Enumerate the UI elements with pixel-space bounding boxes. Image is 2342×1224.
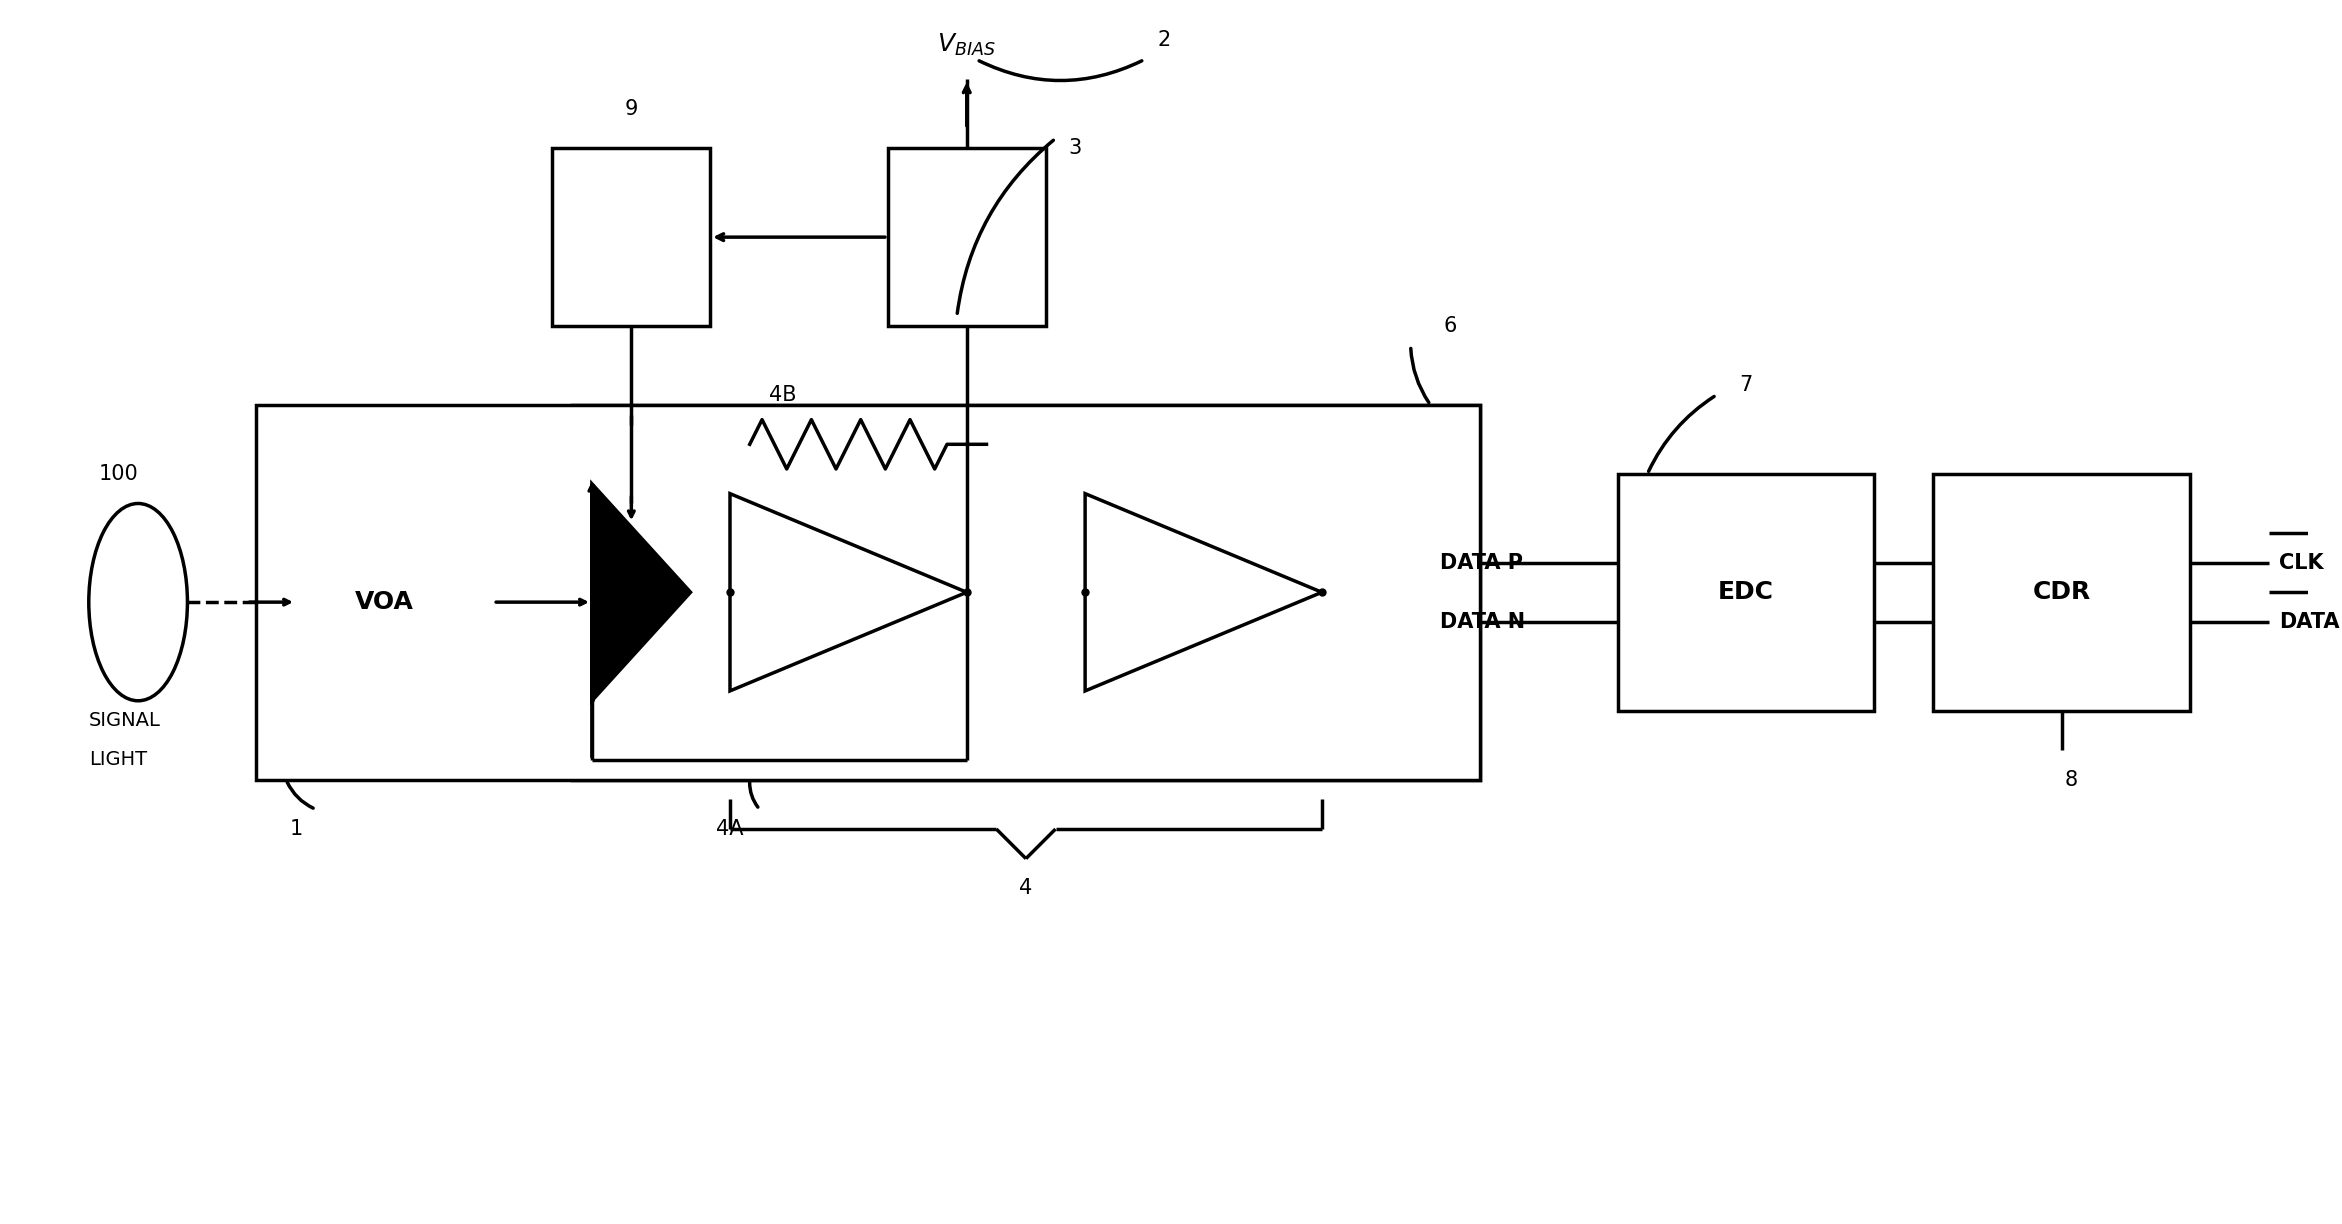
Text: 4B: 4B	[771, 386, 796, 405]
Bar	[888, 148, 1045, 326]
Text: 100: 100	[98, 464, 138, 483]
Text: 3: 3	[1068, 138, 1082, 158]
Polygon shape	[731, 493, 967, 690]
Bar	[1618, 474, 1874, 711]
Text: 4A: 4A	[717, 819, 745, 838]
Text: LIGHT: LIGHT	[89, 750, 148, 770]
Polygon shape	[1084, 493, 1321, 690]
Text: 8: 8	[2066, 770, 2077, 789]
Bar	[710, 474, 986, 711]
Text: CLK: CLK	[2279, 553, 2323, 573]
Text: 2: 2	[1157, 29, 1171, 50]
Bar	[258, 405, 1480, 780]
Text: 4: 4	[1019, 878, 1033, 898]
Text: CDR: CDR	[2033, 580, 2091, 605]
Text: DATA P: DATA P	[1440, 553, 1522, 573]
Ellipse shape	[89, 503, 187, 701]
Text: 9: 9	[625, 99, 637, 119]
Text: EDC: EDC	[1719, 580, 1773, 605]
Text: 6: 6	[1443, 316, 1457, 335]
Text: $V_{BIAS}$: $V_{BIAS}$	[937, 32, 995, 58]
Bar	[553, 148, 710, 326]
Bar	[571, 405, 1480, 780]
Polygon shape	[593, 483, 691, 701]
Text: DATA: DATA	[2279, 612, 2340, 632]
Text: 7: 7	[1740, 375, 1752, 395]
Text: VOA: VOA	[356, 590, 415, 614]
Bar	[1934, 474, 2190, 711]
Bar	[1066, 474, 1342, 711]
Text: DATA N: DATA N	[1440, 612, 1525, 632]
Text: 1: 1	[290, 819, 302, 838]
Text: SIGNAL: SIGNAL	[89, 711, 162, 730]
Bar	[295, 523, 473, 681]
